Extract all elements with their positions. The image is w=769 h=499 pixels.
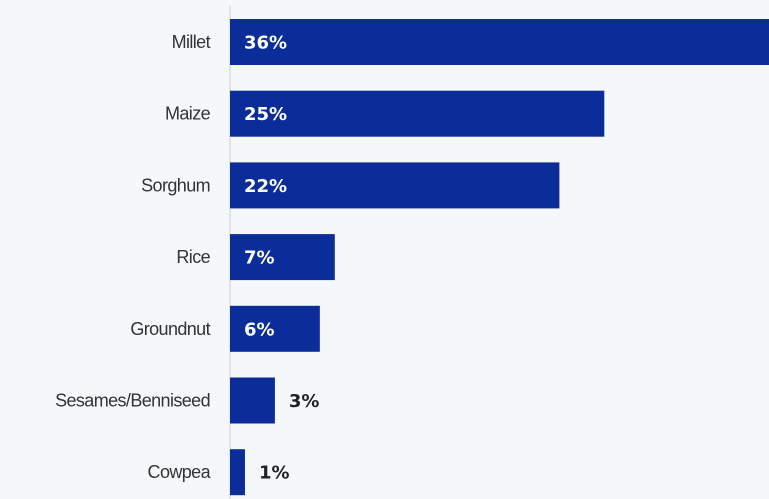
category-label: Sorghum (141, 175, 210, 195)
value-label: 7% (244, 248, 275, 269)
bar (230, 234, 335, 281)
value-label: 36% (244, 33, 287, 54)
category-label: Millet (172, 32, 211, 52)
bar (230, 449, 245, 496)
category-label: Cowpea (148, 462, 212, 482)
bars-group: Millet 36% Maize 25% Sorghum 22% Rice 7% Groundn… (55, 19, 769, 496)
category-label: Groundnut (130, 319, 210, 339)
value-label: 3% (289, 391, 320, 412)
bar (230, 90, 605, 137)
value-label: 22% (244, 176, 287, 197)
bar (230, 305, 320, 352)
category-label: Rice (176, 247, 210, 267)
value-label: 1% (259, 463, 290, 484)
category-label: Sesames/Benniseed (55, 391, 210, 411)
bar (230, 377, 275, 424)
value-label: 25% (244, 104, 287, 125)
bar (230, 19, 769, 65)
category-label: Maize (165, 104, 211, 124)
value-label: 6% (244, 319, 275, 340)
bar (230, 162, 560, 209)
